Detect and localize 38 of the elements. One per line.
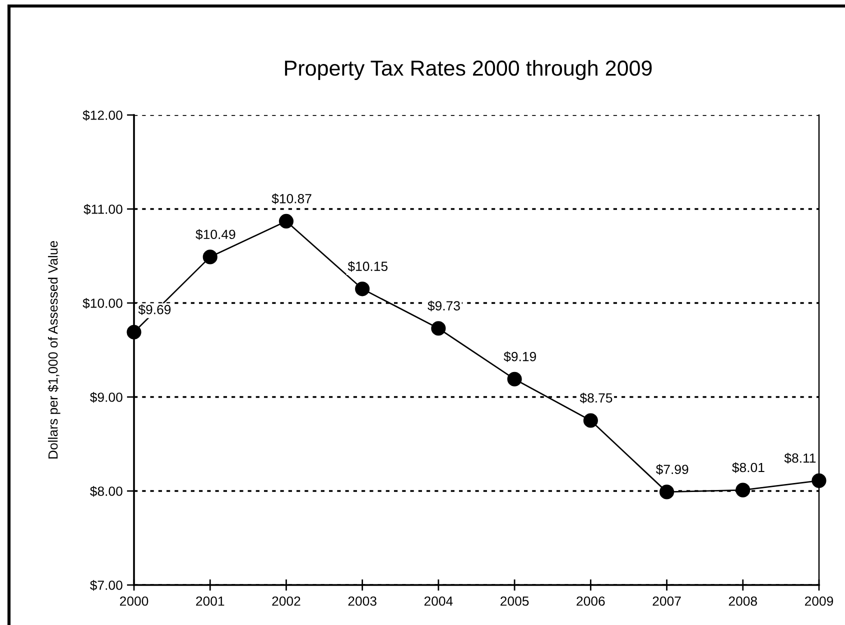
point [202,250,218,264]
x-tick-label: 2008 [728,596,757,606]
x-tick-label: 2007 [652,596,681,606]
y-tick-label: $7.00 [90,580,122,591]
y-axis-title: Dollars per $1,000 of Assessed Value [48,241,60,458]
x-tick-label: 2001 [196,596,224,606]
data-label: $8.75 [580,392,612,404]
data-label: $7.99 [656,464,688,475]
point [812,473,826,488]
data-label: $10.49 [196,229,236,240]
x-tick-label: 2003 [348,596,376,606]
data-label: $8.01 [732,462,764,473]
point [736,482,750,498]
point [126,324,142,340]
y-tick-label: $12.00 [82,110,122,121]
data-label: $9.69 [138,304,171,316]
chart-title: Property Tax Rates 2000 through 2009 [285,60,652,80]
data-label: $10.15 [348,261,388,272]
x-tick-label: 2009 [804,596,834,606]
x-tick-label: 2006 [576,596,605,606]
data-label: $10.87 [272,193,312,204]
x-tick-label: 2002 [272,596,300,606]
x-tick-label: 2000 [120,596,148,606]
point [355,282,370,296]
y-tick-label: $11.00 [84,204,122,215]
x-tick-label: 2005 [500,596,529,606]
point [583,413,598,428]
data-label: $9.73 [428,300,460,312]
data-label: $8.11 [784,452,816,464]
y-tick-label: $9.00 [90,392,122,403]
x-tick-label: 2004 [424,596,453,606]
y-tick-label: $8.00 [90,486,122,497]
point [431,321,446,336]
data-label: $9.19 [504,351,536,362]
point [507,372,522,386]
y-tick-label: $10.00 [82,298,122,309]
point [659,484,674,500]
point [278,214,294,229]
